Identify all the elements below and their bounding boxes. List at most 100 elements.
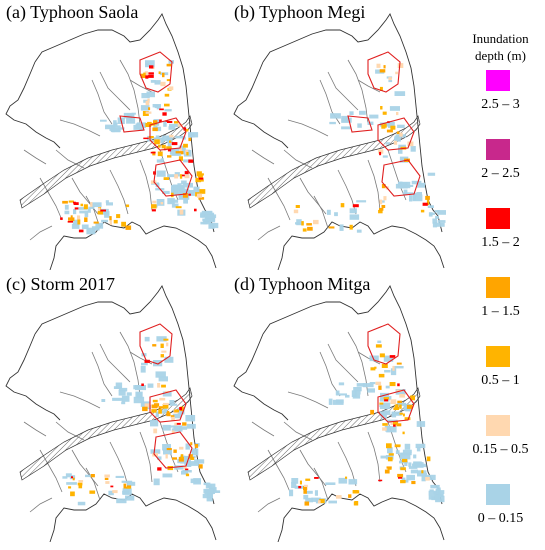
inundation-cell (145, 123, 152, 127)
panel-title-b: (b) Typhoon Megi (234, 2, 366, 22)
inundation-cell-0-0.15 (209, 490, 221, 493)
inundation-cell-0-0.15 (391, 411, 402, 416)
inundation-map-d (233, 285, 445, 542)
inundation-cell-1.5-2 (151, 209, 156, 212)
inundation-cell-0-0.15 (121, 401, 126, 405)
inundation-cell-0-0.15 (356, 383, 366, 387)
river-channel (71, 449, 99, 487)
inundation-cell (410, 395, 415, 401)
inundation-cell-0-0.15 (167, 140, 172, 147)
river-channel (367, 159, 381, 211)
inundation-cell (83, 204, 88, 210)
inundation-cell (374, 366, 377, 369)
inundation-cell-1.5-2 (159, 119, 162, 123)
inundation-cell-0-0.15 (157, 456, 162, 460)
inundation-cell-0-0.15 (126, 392, 132, 396)
inundation-cell (154, 139, 160, 145)
river-channel (327, 71, 359, 111)
inundation-cell-0-0.15 (163, 408, 167, 411)
inundation-cell-0-0.15 (305, 497, 313, 503)
inundation-cell-0-0.15 (153, 478, 160, 486)
river-channel (299, 449, 327, 487)
map-panel-b: (b) Typhoon Megi (228, 0, 456, 270)
inundation-cell (158, 408, 162, 414)
inundation-cell (188, 137, 192, 142)
inundation-cell-0-0.15 (169, 400, 175, 404)
inundation-cell-0-0.15 (113, 120, 117, 126)
inundation-cell (185, 473, 190, 477)
inundation-cell-0-0.15 (394, 137, 399, 140)
inundation-cell (179, 209, 184, 215)
inundation-cell-0-0.15 (62, 476, 68, 479)
inundation-cell-0-0.15 (314, 490, 318, 496)
inundation-cell (180, 454, 184, 459)
inundation-cell-0-0.15 (341, 117, 352, 123)
inundation-cell-0-0.15 (72, 219, 78, 226)
inundation-cell-0-0.15 (209, 483, 216, 491)
inundation-cell (399, 412, 403, 415)
river-channel (91, 79, 113, 125)
inundation-cell-0-0.15 (162, 444, 171, 451)
inundation-cell-0-0.15 (169, 403, 178, 406)
inundation-cell-0-0.15 (339, 224, 344, 231)
inundation-cell-0-0.15 (178, 145, 184, 150)
inundation-cell-0-0.15 (153, 360, 163, 367)
inundation-cell (165, 454, 168, 459)
river-channel (109, 441, 129, 487)
inundation-cell-0-0.15 (427, 205, 434, 208)
inundation-cell (388, 77, 392, 81)
inundation-cell-0-0.15 (183, 159, 193, 163)
inundation-cell-0-0.15 (200, 212, 209, 218)
inundation-cell-0-0.15 (325, 482, 336, 485)
river-channel (59, 391, 101, 409)
inundation-cell (178, 456, 184, 462)
inundation-cell (421, 470, 424, 474)
inundation-cell (175, 206, 182, 209)
inundation-cell (382, 111, 387, 115)
inundation-cell (399, 132, 403, 137)
river-channel (313, 467, 329, 501)
inundation-cell-0-0.15 (189, 192, 195, 196)
inundation-cell-0-0.15 (171, 185, 179, 190)
inundation-cell-0-0.15 (393, 366, 404, 369)
inundation-cell (157, 151, 163, 157)
land-boundary (5, 61, 61, 149)
inundation-cell-0-0.15 (101, 399, 106, 402)
inundation-cell-0-0.15 (183, 197, 188, 204)
inundation-cell-1.5-2 (143, 137, 149, 140)
inundation-cell-1.5-2 (352, 204, 359, 208)
inundation-cell-1.5-2 (159, 108, 164, 111)
inundation-cell-0-0.15 (158, 376, 168, 382)
inundation-cell (152, 399, 158, 403)
inundation-cell-0-0.15 (133, 396, 145, 404)
inundation-cell-0-0.15 (155, 135, 160, 140)
inundation-cell-1.5-2 (150, 151, 156, 154)
inundation-cell-1.5-2 (422, 202, 428, 206)
inundation-cell (144, 403, 150, 408)
legend-label: 0 – 0.15 (477, 511, 524, 526)
river-channel (299, 177, 327, 215)
inundation-cell (306, 223, 312, 226)
inundation-cell-0-0.15 (437, 490, 445, 494)
inundation-cell (379, 208, 384, 211)
flood-district-outline (347, 115, 373, 133)
inundation-cell (188, 454, 193, 459)
inundation-cell-0-0.15 (115, 475, 125, 478)
inundation-cell (166, 63, 172, 67)
river-channel (319, 351, 341, 397)
inundation-cell-0-0.15 (380, 392, 389, 399)
inundation-cell-0-0.15 (174, 465, 184, 470)
inundation-cell (420, 209, 425, 213)
inundation-cell (293, 209, 299, 214)
inundation-cell (388, 453, 394, 456)
inundation-cell-0-0.15 (145, 60, 155, 68)
main-river (19, 115, 193, 209)
inundation-cell-0-0.15 (105, 124, 115, 127)
inundation-cell-0-0.15 (85, 474, 94, 478)
river-channel (23, 149, 47, 165)
inundation-cell-0-0.15 (353, 387, 362, 392)
inundation-cell (396, 112, 399, 116)
inundation-cell-0-0.15 (122, 490, 129, 495)
inundation-cell-1.5-2 (148, 75, 154, 78)
inundation-cell-1.5-2 (183, 127, 187, 131)
